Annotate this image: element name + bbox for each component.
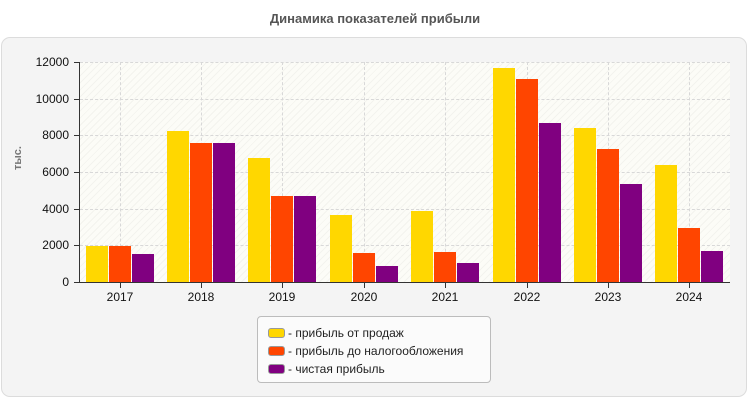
bar-2018-1[interactable] bbox=[190, 143, 212, 282]
y-tick bbox=[74, 209, 79, 210]
horizontal-gridline bbox=[80, 245, 730, 246]
bar-2019-2[interactable] bbox=[294, 196, 316, 282]
horizontal-gridline bbox=[80, 62, 730, 63]
legend-label: - чистая прибыль bbox=[288, 362, 385, 376]
legend-item-sales-profit[interactable]: - прибыль от продаж bbox=[268, 325, 404, 341]
bar-2024-2[interactable] bbox=[701, 251, 723, 282]
horizontal-gridline bbox=[80, 209, 730, 210]
x-tick-label: 2021 bbox=[431, 290, 459, 304]
vertical-gridline bbox=[120, 62, 121, 282]
bar-2024-0[interactable] bbox=[655, 165, 677, 282]
bar-2022-0[interactable] bbox=[493, 68, 515, 282]
x-tick bbox=[120, 283, 121, 288]
bar-2019-1[interactable] bbox=[271, 196, 293, 282]
y-tick bbox=[74, 172, 79, 173]
y-tick-label: 12000 bbox=[35, 55, 69, 69]
legend-label: - прибыль до налогообложения bbox=[288, 344, 464, 358]
x-tick-label: 2018 bbox=[187, 290, 215, 304]
x-tick bbox=[201, 283, 202, 288]
vertical-gridline bbox=[364, 62, 365, 282]
bar-2020-2[interactable] bbox=[376, 266, 398, 282]
x-tick-label: 2019 bbox=[268, 290, 296, 304]
legend-item-pretax-profit[interactable]: - прибыль до налогообложения bbox=[268, 343, 463, 359]
bar-2017-2[interactable] bbox=[132, 254, 154, 282]
bar-2021-0[interactable] bbox=[411, 211, 433, 282]
y-tick-label: 2000 bbox=[42, 238, 69, 252]
bar-2018-2[interactable] bbox=[213, 143, 235, 282]
legend-item-net-profit[interactable]: - чистая прибыль bbox=[268, 361, 385, 377]
bar-2024-1[interactable] bbox=[678, 228, 700, 282]
y-tick-label: 6000 bbox=[42, 165, 69, 179]
bar-2022-2[interactable] bbox=[539, 123, 561, 283]
x-tick bbox=[608, 283, 609, 288]
y-tick bbox=[74, 99, 79, 100]
vertical-gridline bbox=[689, 62, 690, 282]
x-tick bbox=[282, 283, 283, 288]
y-tick-label: 10000 bbox=[35, 92, 69, 106]
chart-title: Динамика показателей прибыли bbox=[269, 11, 481, 26]
legend-swatch bbox=[268, 364, 285, 374]
bar-2023-2[interactable] bbox=[620, 184, 642, 282]
y-tick bbox=[74, 245, 79, 246]
x-tick bbox=[364, 283, 365, 288]
bar-2023-1[interactable] bbox=[597, 149, 619, 282]
y-tick-label: 4000 bbox=[42, 202, 69, 216]
bar-2018-0[interactable] bbox=[167, 131, 189, 282]
x-tick-label: 2023 bbox=[594, 290, 622, 304]
y-tick-label: 0 bbox=[62, 275, 69, 289]
vertical-gridline bbox=[445, 62, 446, 282]
x-tick-label: 2024 bbox=[675, 290, 703, 304]
horizontal-gridline bbox=[80, 99, 730, 100]
x-axis-line bbox=[79, 282, 730, 283]
bar-2017-1[interactable] bbox=[109, 246, 131, 282]
x-tick bbox=[689, 283, 690, 288]
bar-2021-2[interactable] bbox=[457, 263, 479, 282]
bar-2020-1[interactable] bbox=[353, 253, 375, 282]
bar-2023-0[interactable] bbox=[574, 128, 596, 282]
x-tick bbox=[445, 283, 446, 288]
x-tick-label: 2020 bbox=[350, 290, 378, 304]
x-tick-label: 2022 bbox=[513, 290, 541, 304]
y-tick-label: 8000 bbox=[42, 128, 69, 142]
horizontal-gridline bbox=[80, 135, 730, 136]
y-tick bbox=[74, 62, 79, 63]
y-axis-line bbox=[79, 62, 80, 283]
legend: - прибыль от продаж - прибыль до налогоо… bbox=[257, 316, 491, 383]
legend-swatch bbox=[268, 328, 285, 338]
bar-2017-0[interactable] bbox=[86, 246, 108, 282]
bar-2022-1[interactable] bbox=[516, 79, 538, 283]
y-axis-title: тыс. bbox=[12, 146, 24, 170]
bar-2019-0[interactable] bbox=[248, 158, 270, 282]
y-tick bbox=[74, 135, 79, 136]
bar-2020-0[interactable] bbox=[330, 215, 352, 282]
y-tick bbox=[74, 282, 79, 283]
x-tick bbox=[527, 283, 528, 288]
legend-swatch bbox=[268, 346, 285, 356]
vertical-gridline bbox=[282, 62, 283, 282]
x-tick-label: 2017 bbox=[106, 290, 134, 304]
bar-2021-1[interactable] bbox=[434, 252, 456, 282]
horizontal-gridline bbox=[80, 172, 730, 173]
legend-label: - прибыль от продаж bbox=[288, 326, 404, 340]
